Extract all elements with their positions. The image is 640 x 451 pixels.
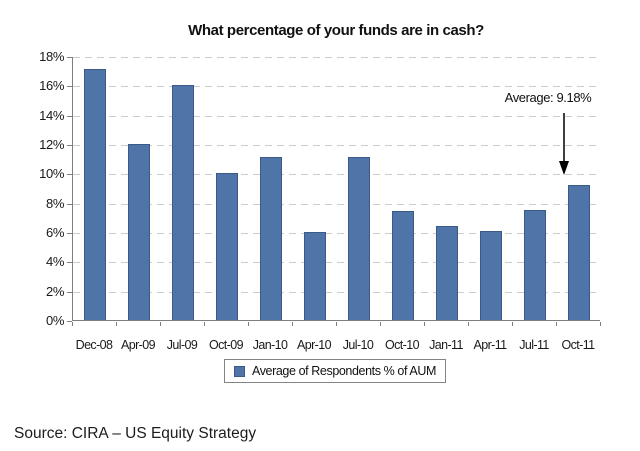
x-tick-label-Oct-10: Oct-10 xyxy=(385,338,420,352)
bar-Jan-10 xyxy=(260,157,282,320)
gridline-4 xyxy=(73,262,600,263)
y-tick-label-18: 18% xyxy=(39,49,64,64)
x-tick-mark-2 xyxy=(160,322,161,326)
x-tick-label-Jul-10: Jul-10 xyxy=(342,338,374,352)
gridline-2 xyxy=(73,292,600,293)
x-tick-mark-6 xyxy=(336,322,337,326)
gridline-16 xyxy=(73,86,600,87)
gridline-14 xyxy=(73,116,600,117)
x-tick-mark-4 xyxy=(248,322,249,326)
x-tick-mark-1 xyxy=(116,322,117,326)
y-tick-mark-14 xyxy=(67,116,72,117)
x-tick-mark-5 xyxy=(292,322,293,326)
x-tick-label-Jul-09: Jul-09 xyxy=(166,338,198,352)
y-tick-label-12: 12% xyxy=(39,137,64,152)
legend: Average of Respondents % of AUM xyxy=(224,359,447,383)
bar-Apr-11 xyxy=(480,231,502,320)
y-tick-mark-4 xyxy=(67,262,72,263)
bar-Jul-10 xyxy=(348,157,370,320)
y-tick-label-16: 16% xyxy=(39,78,64,93)
x-tick-mark-9 xyxy=(468,322,469,326)
bar-Oct-11 xyxy=(568,185,590,320)
x-tick-mark-0 xyxy=(72,322,73,326)
gridline-10 xyxy=(73,174,600,175)
y-tick-label-2: 2% xyxy=(46,284,64,299)
y-tick-mark-0 xyxy=(67,321,72,322)
y-tick-label-0: 0% xyxy=(46,313,64,328)
x-tick-mark-8 xyxy=(424,322,425,326)
y-tick-label-4: 4% xyxy=(46,254,64,269)
bar-Oct-09 xyxy=(216,173,238,320)
bar-Oct-10 xyxy=(392,211,414,320)
plot-area xyxy=(72,57,600,321)
x-tick-label-Oct-09: Oct-09 xyxy=(209,338,244,352)
gridline-8 xyxy=(73,204,600,205)
gridline-18 xyxy=(73,57,600,58)
x-tick-label-Oct-11: Oct-11 xyxy=(561,338,596,352)
y-tick-mark-18 xyxy=(67,57,72,58)
bar-Dec-08 xyxy=(84,69,106,320)
x-tick-label-Apr-11: Apr-11 xyxy=(473,338,508,352)
y-tick-label-6: 6% xyxy=(46,225,64,240)
bar-Jan-11 xyxy=(436,226,458,320)
bar-Apr-09 xyxy=(128,144,150,320)
x-tick-mark-10 xyxy=(512,322,513,326)
y-tick-label-8: 8% xyxy=(46,196,64,211)
down-arrow-icon xyxy=(559,113,569,175)
y-tick-mark-16 xyxy=(67,86,72,87)
x-tick-label-Jan-11: Jan-11 xyxy=(429,338,463,352)
series-marker-icon xyxy=(234,365,245,377)
average-annotation-label: Average: 9.18% xyxy=(504,90,592,105)
y-tick-mark-10 xyxy=(67,174,72,175)
x-tick-label-Apr-09: Apr-09 xyxy=(121,338,156,352)
x-tick-label-Jul-11: Jul-11 xyxy=(519,338,549,352)
chart-title: What percentage of your funds are in cas… xyxy=(188,22,484,39)
x-tick-label-Dec-08: Dec-08 xyxy=(75,338,113,352)
y-tick-label-14: 14% xyxy=(39,108,64,123)
x-tick-label-Apr-10: Apr-10 xyxy=(297,338,332,352)
gridline-6 xyxy=(73,233,600,234)
bar-Jul-11 xyxy=(524,210,546,320)
y-tick-mark-2 xyxy=(67,292,72,293)
x-tick-mark-3 xyxy=(204,322,205,326)
x-tick-mark-7 xyxy=(380,322,381,326)
y-tick-mark-6 xyxy=(67,233,72,234)
x-tick-label-Jan-10: Jan-10 xyxy=(252,338,288,352)
x-tick-mark-11 xyxy=(556,322,557,326)
gridline-12 xyxy=(73,145,600,146)
legend-series-label: Average of Respondents % of AUM xyxy=(252,364,437,378)
y-tick-mark-12 xyxy=(67,145,72,146)
y-tick-mark-8 xyxy=(67,204,72,205)
bar-Jul-09 xyxy=(172,85,194,320)
y-tick-label-10: 10% xyxy=(39,166,64,181)
x-tick-mark-12 xyxy=(600,322,601,326)
source-attribution: Source: CIRA – US Equity Strategy xyxy=(14,425,257,442)
bar-Apr-10 xyxy=(304,232,326,320)
